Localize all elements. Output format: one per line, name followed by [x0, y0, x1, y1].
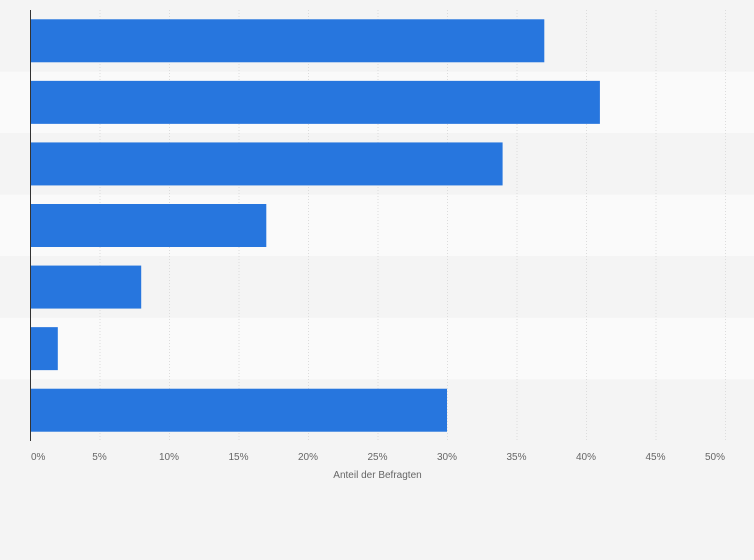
x-tick-label: 40% [576, 452, 596, 463]
x-tick-label: 5% [92, 452, 107, 463]
x-tick-label: 0% [31, 452, 46, 463]
bar-6[interactable] [30, 388, 447, 432]
bar-1[interactable] [30, 80, 600, 124]
x-axis-ticks: 0% 5% 10% 15% 20% 25% 30% 35% 40% 45% 50% [31, 452, 725, 463]
x-tick-label: 50% [705, 452, 725, 463]
bar-0[interactable] [30, 19, 545, 63]
x-tick-label: 15% [228, 452, 248, 463]
x-axis-title: Anteil der Befragten [333, 470, 421, 481]
bar-4[interactable] [30, 265, 142, 309]
bars [30, 19, 600, 432]
bar-3[interactable] [30, 204, 267, 247]
row-band-5 [0, 317, 754, 380]
x-tick-label: 20% [298, 452, 318, 463]
x-tick-label: 35% [506, 452, 526, 463]
x-tick-label: 30% [437, 452, 457, 463]
x-tick-label: 25% [367, 452, 387, 463]
x-tick-label: 45% [645, 452, 665, 463]
bar-2[interactable] [30, 142, 503, 186]
bar-5[interactable] [30, 327, 58, 371]
x-tick-label: 10% [159, 452, 179, 463]
